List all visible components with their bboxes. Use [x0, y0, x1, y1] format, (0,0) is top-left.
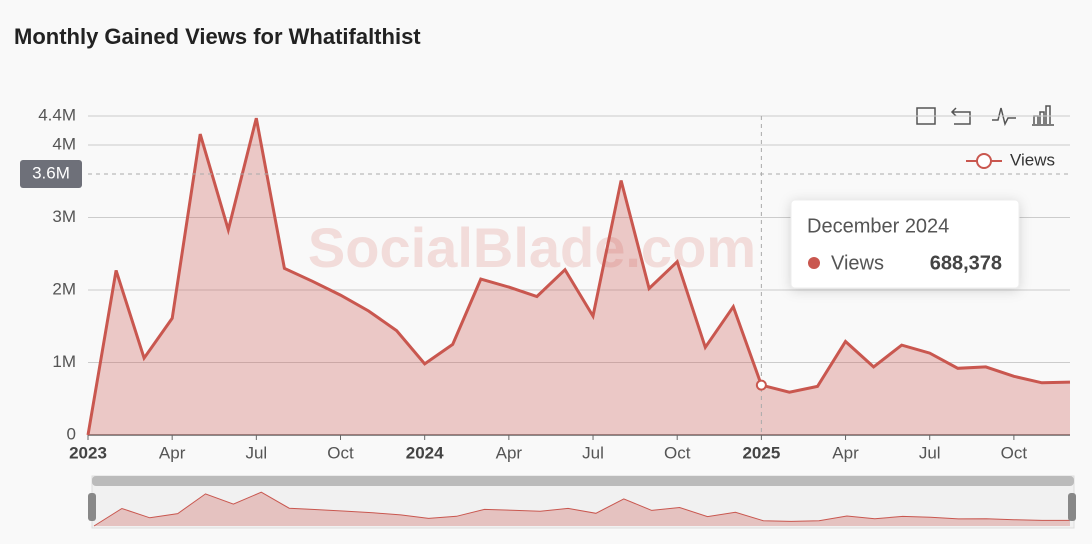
- series-line: [86, 117, 1071, 436]
- series-line-area: [88, 118, 1070, 435]
- x-tick-label: Apr: [496, 443, 523, 462]
- x-tick-label: Oct: [664, 443, 691, 462]
- tooltip-box: [790, 199, 1020, 289]
- zoom-line-area: [94, 492, 1070, 526]
- y-tick-label: 4.4M: [38, 105, 76, 124]
- x-tick-label: Jul: [245, 443, 267, 462]
- axis-pointer-box: [20, 160, 82, 188]
- tooltip-value: 688,378: [930, 252, 1002, 274]
- x-tick-label: Jul: [919, 443, 941, 462]
- legend-label: Views: [1010, 150, 1055, 169]
- x-tick-label: 2023: [69, 443, 107, 462]
- y-tick-label: 2M: [52, 279, 76, 298]
- x-tick-label: Jul: [582, 443, 604, 462]
- zoom-line: [93, 491, 1070, 527]
- axis-pointer-label: 3.6M: [32, 163, 70, 182]
- y-tick-label: 4M: [52, 134, 76, 153]
- tooltip-title: December 2024: [807, 215, 949, 237]
- chart-title: Monthly Gained Views for Whatifalthist: [14, 24, 421, 49]
- hover-point: [755, 379, 767, 391]
- zoom-handle[interactable]: [1068, 493, 1076, 521]
- restore-icon[interactable]: [950, 107, 971, 125]
- x-tick-label: Apr: [159, 443, 186, 462]
- y-tick-label: 0: [67, 424, 76, 443]
- legend-marker: [976, 153, 992, 169]
- zoom-bar: [92, 476, 1074, 486]
- x-tick-label: 2025: [742, 443, 780, 462]
- tooltip-dot: [808, 257, 820, 269]
- x-tick-label: Oct: [1001, 443, 1028, 462]
- x-tick-label: Apr: [832, 443, 859, 462]
- zoom-handle[interactable]: [88, 493, 96, 521]
- tooltip-series: Views: [831, 252, 884, 274]
- x-tick-label: 2024: [406, 443, 444, 462]
- x-tick-label: Oct: [327, 443, 354, 462]
- y-tick-label: 1M: [52, 352, 76, 371]
- watermark: SocialBlade.com: [308, 216, 756, 279]
- y-tick-label: 3M: [52, 207, 76, 226]
